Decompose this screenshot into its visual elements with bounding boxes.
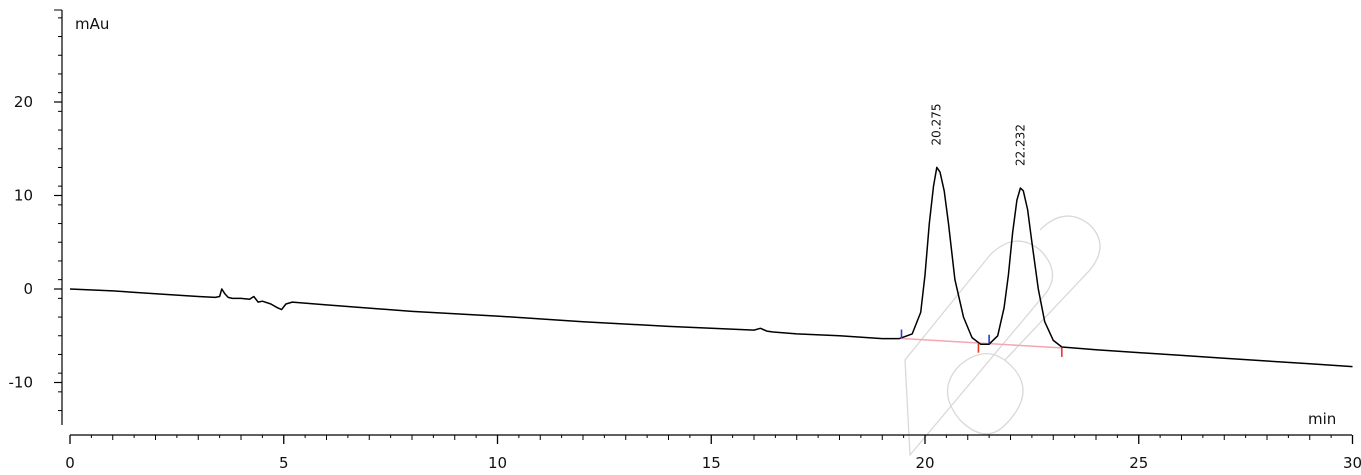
x-tick-label: 30 (1343, 454, 1361, 471)
watermark (905, 216, 1100, 455)
peak-rt-label: 22.232 (1013, 124, 1027, 166)
y-axis-label: mAu (75, 15, 109, 33)
x-axis-label: min (1308, 410, 1336, 428)
y-tick-label: 0 (23, 280, 33, 298)
y-tick-label: -10 (9, 374, 34, 392)
peak-labels: 20.275 22.232 (930, 103, 1028, 166)
x-tick-label: 20 (915, 454, 934, 471)
integration-baseline (901, 339, 1061, 348)
y-tick-label: 10 (14, 187, 33, 205)
y-tick-label: 20 (14, 93, 33, 111)
x-tick-label: 0 (65, 454, 75, 471)
chromatogram-trace (70, 167, 1353, 366)
x-tick-label: 15 (702, 454, 721, 471)
trace-group (70, 167, 1353, 366)
x-tick-label: 25 (1129, 454, 1148, 471)
axes: -10 0 10 20 0 5 10 15 20 25 30 (9, 10, 1361, 471)
peak-rt-label: 20.275 (930, 103, 944, 145)
x-tick-label: 5 (279, 454, 289, 471)
integration-baselines (901, 339, 1061, 348)
x-tick-label: 10 (488, 454, 507, 471)
